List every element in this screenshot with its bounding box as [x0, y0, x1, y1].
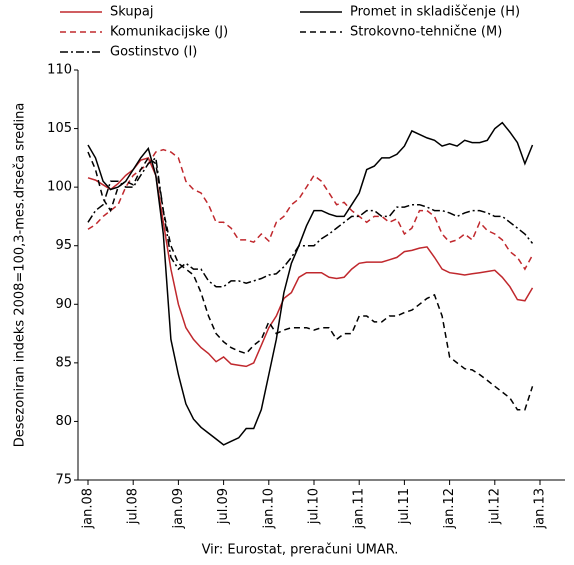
- x-tick-label: jan.10: [261, 488, 276, 530]
- x-tick-label: jul.12: [487, 488, 502, 525]
- y-tick-label: 85: [55, 355, 72, 370]
- x-tick-label: jul.11: [397, 488, 412, 525]
- series-line: [87, 121, 534, 446]
- x-tick-label: jan.08: [81, 488, 96, 530]
- y-tick-label: 105: [47, 121, 72, 136]
- series-line: [87, 148, 534, 271]
- y-tick-label: 90: [55, 297, 72, 312]
- legend-label: Promet in skladiščenje (H): [350, 5, 520, 20]
- x-tick-label: jan.12: [442, 488, 457, 530]
- y-tick-label: 110: [47, 63, 72, 78]
- series-line: [87, 156, 534, 368]
- x-tick-label: jan.13: [533, 488, 548, 530]
- series-line: [87, 156, 534, 288]
- x-tick-label: jul.10: [307, 488, 322, 525]
- x-tick-label: jul.08: [126, 488, 141, 525]
- legend-label: Skupaj: [110, 5, 153, 20]
- series-line: [87, 151, 534, 411]
- y-tick-label: 95: [55, 238, 72, 253]
- y-tick-label: 100: [47, 180, 72, 195]
- x-tick-label: jan.11: [352, 488, 367, 530]
- x-tick-label: jan.09: [171, 488, 186, 530]
- legend-label: Strokovno-tehnične (M): [350, 25, 502, 40]
- y-tick-label: 80: [55, 414, 72, 429]
- legend-label: Gostinstvo (I): [110, 45, 197, 60]
- legend-label: Komunikacijske (J): [110, 25, 228, 40]
- y-tick-label: 75: [55, 473, 72, 488]
- source: Vir: Eurostat, preračuni UMAR.: [202, 543, 399, 558]
- x-tick-label: jul.09: [216, 488, 231, 525]
- y-axis-label: Desezoniran indeks 2008=100,3-mes.drseča…: [13, 103, 28, 448]
